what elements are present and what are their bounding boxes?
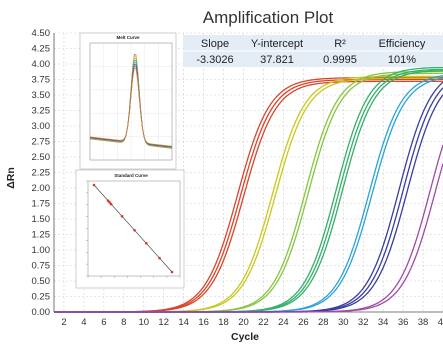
x-tick-label-18: 38 xyxy=(418,317,429,328)
standard-point-3 xyxy=(109,202,113,206)
x-tick-label-4: 10 xyxy=(138,317,149,328)
standard-point-0 xyxy=(92,183,96,187)
standard-point-7 xyxy=(158,256,161,260)
x-tick-label-5: 12 xyxy=(158,317,169,328)
x-tick-label-0: 2 xyxy=(61,317,66,328)
x-tick-label-12: 26 xyxy=(298,317,309,328)
stats-value-2: 0.9995 xyxy=(323,54,357,66)
standard-point-4 xyxy=(120,215,124,218)
x-tick-label-8: 18 xyxy=(218,317,229,328)
stats-header-1: Y-intercept xyxy=(251,38,303,50)
standard-curve-plot xyxy=(86,180,181,278)
y-tick-label-1: 0.25 xyxy=(32,292,51,303)
standard-point-5 xyxy=(133,228,136,232)
y-tick-label-3: 0.75 xyxy=(32,261,51,272)
melt-curve-frame xyxy=(79,32,177,170)
y-tick-label-8: 2.00 xyxy=(32,183,51,194)
stats-value-1: 37.821 xyxy=(260,54,294,66)
melt-curve-7 xyxy=(89,68,173,147)
y-tick-label-2: 0.50 xyxy=(32,276,51,287)
y-tick-label-11: 2.75 xyxy=(32,137,51,148)
standard-curve-title: Standard Curve xyxy=(114,173,148,178)
y-tick-label-15: 3.75 xyxy=(32,75,51,86)
x-tick-label-9: 20 xyxy=(238,317,249,328)
y-tick-label-14: 3.50 xyxy=(32,90,51,101)
y-tick-label-13: 3.25 xyxy=(32,106,51,117)
stats-header-2: R² xyxy=(334,38,346,50)
standard-point-6 xyxy=(144,241,148,245)
melt-curve-title: Melt Curve xyxy=(116,35,140,40)
x-axis-label: Cycle xyxy=(231,331,259,343)
x-tick-label-16: 34 xyxy=(378,317,389,328)
standard-curve-frame xyxy=(75,169,185,289)
x-tick-label-19: 40 xyxy=(438,317,443,328)
y-tick-label-4: 1.00 xyxy=(32,245,51,256)
melt-axes xyxy=(89,42,173,161)
standard-curve-inset: Standard Curve xyxy=(75,169,185,289)
amplification-curves xyxy=(54,66,443,313)
standard-point-1 xyxy=(106,199,110,202)
x-tick-label-6: 14 xyxy=(178,317,189,328)
stats-value-0: -3.3026 xyxy=(196,54,233,66)
y-axis-label: ΔRn xyxy=(5,167,17,189)
x-tick-label-10: 22 xyxy=(258,317,269,328)
stats-header-0: Slope xyxy=(201,38,229,50)
y-tick-label-7: 1.75 xyxy=(32,199,51,210)
y-tick-label-0: 0.00 xyxy=(32,307,51,318)
x-tick-labels: 246810121416182022242628303234363840 xyxy=(61,317,443,328)
x-tick-label-15: 32 xyxy=(358,317,369,328)
x-tick-label-2: 6 xyxy=(101,317,106,328)
x-tick-label-14: 30 xyxy=(338,317,349,328)
standard-point-8 xyxy=(170,270,174,274)
melt-curve-inset: Melt Curve xyxy=(79,32,177,170)
stats-header-3: Efficiency xyxy=(379,38,426,50)
y-tick-label-10: 2.50 xyxy=(32,152,51,163)
x-tick-label-11: 24 xyxy=(278,317,289,328)
y-tick-label-17: 4.25 xyxy=(32,44,51,55)
x-tick-label-1: 4 xyxy=(81,317,86,328)
x-tick-label-7: 16 xyxy=(198,317,209,328)
curve-series-6-rep-1 xyxy=(54,163,443,313)
y-tick-label-18: 4.50 xyxy=(32,28,51,39)
y-tick-label-16: 4.00 xyxy=(32,59,51,70)
y-tick-label-6: 1.50 xyxy=(32,214,51,225)
chart-title: Amplification Plot xyxy=(203,8,334,27)
x-tick-label-3: 8 xyxy=(121,317,126,328)
stats-table: Slope Y-intercept R² Efficiency -3.3026 37.82… xyxy=(183,35,443,67)
y-tick-label-9: 2.25 xyxy=(32,168,51,179)
stats-value-3: 101% xyxy=(388,54,416,66)
standard-point-2 xyxy=(108,201,111,204)
melt-curve-plot xyxy=(89,42,173,161)
x-tick-label-13: 28 xyxy=(318,317,329,328)
y-tick-labels: 0.00 0.25 0.50 0.75 1.00 1.25 1.50 1.75 2.00 2.25… xyxy=(32,28,51,318)
y-tick-label-5: 1.25 xyxy=(32,230,51,241)
x-tick-label-17: 36 xyxy=(398,317,409,328)
y-tick-label-12: 3.00 xyxy=(32,121,51,132)
